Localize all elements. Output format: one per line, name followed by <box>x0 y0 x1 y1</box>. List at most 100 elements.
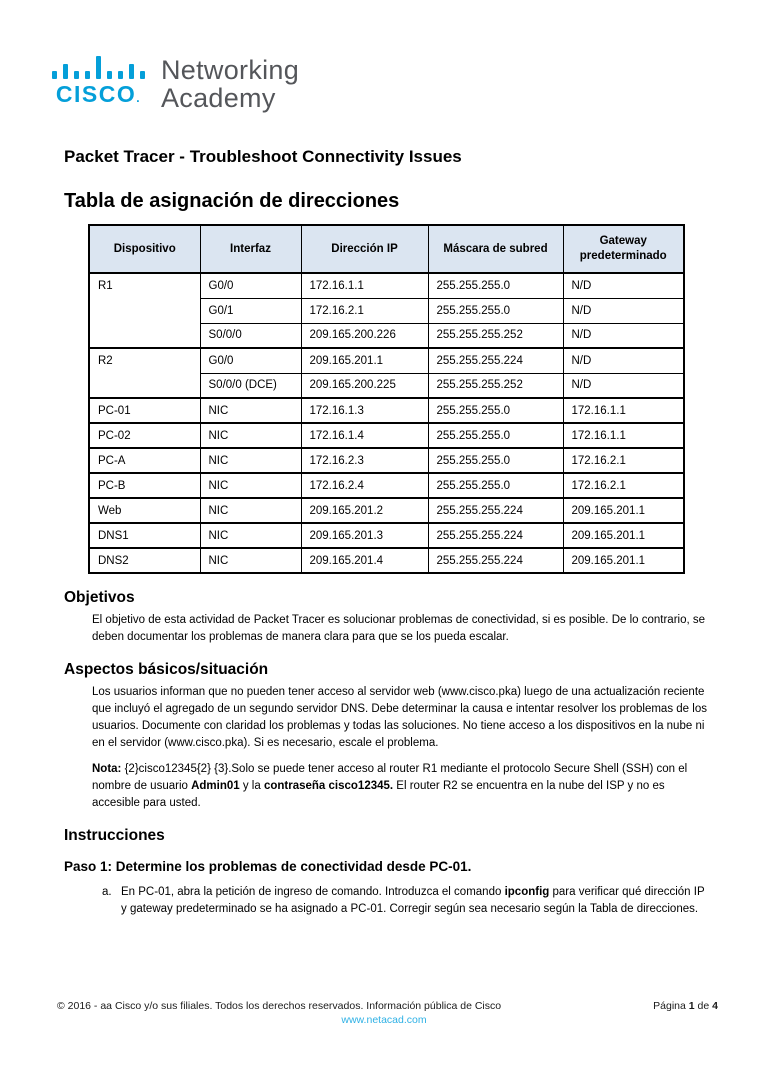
cell-mask: 255.255.255.252 <box>427 322 564 349</box>
table-row: G0/1 172.16.2.1 255.255.255.0 N/D <box>89 297 685 324</box>
table-row: S0/0/0 (DCE) 209.165.200.225 255.255.255… <box>89 372 685 399</box>
cell-ip: 209.165.201.2 <box>300 497 429 524</box>
table-row: R2 G0/0 209.165.201.1 255.255.255.224 N/… <box>88 347 685 399</box>
objetivos-heading: Objetivos <box>64 589 135 606</box>
cell-gateway: N/D <box>562 347 685 374</box>
aspectos-heading: Aspectos básicos/situación <box>64 661 269 678</box>
table-row: S0/0/0 209.165.200.226 255.255.255.252 N… <box>89 322 685 349</box>
cell-ip: 209.165.201.4 <box>300 547 429 574</box>
cell-gateway: 172.16.2.1 <box>562 447 685 474</box>
cell-gateway: N/D <box>562 297 685 324</box>
trademark-dot: . <box>136 91 142 105</box>
cell-ip: 172.16.2.1 <box>300 297 429 324</box>
cell-gateway: 209.165.201.1 <box>562 547 685 574</box>
cell-mask: 255.255.255.252 <box>427 372 564 399</box>
document-page: CISCO. Networking Academy Packet Tracer … <box>0 56 768 1080</box>
cisco-bars-icon <box>50 56 147 79</box>
cell-ip: 209.165.200.225 <box>300 372 429 399</box>
table-header-row: Dispositivo Interfaz Dirección IP Máscar… <box>88 224 685 274</box>
page-indicator: Página 1 de 4 <box>653 1000 718 1012</box>
instrucciones-heading: Instrucciones <box>64 827 165 844</box>
cell-device: PC-02 <box>88 422 201 449</box>
cell-device: PC-01 <box>88 397 201 424</box>
cell-device: R2 <box>88 347 201 399</box>
cell-ip: 209.165.200.226 <box>300 322 429 349</box>
cell-device: PC-A <box>88 447 201 474</box>
cisco-logo-mark: CISCO. <box>50 56 147 110</box>
cell-ip: 172.16.2.4 <box>300 472 429 499</box>
nota-password: contraseña cisco12345. <box>263 780 394 792</box>
cell-interface: G0/0 <box>199 272 302 299</box>
cell-interface: NIC <box>199 522 302 549</box>
table-row: R1 G0/0 172.16.1.1 255.255.255.0 N/D <box>88 272 685 349</box>
col-header-gateway: Gateway predeterminado <box>562 224 685 274</box>
paso1-heading: Paso 1: Determine los problemas de conec… <box>64 859 472 874</box>
cell-ip: 172.16.1.1 <box>300 272 429 299</box>
cell-mask: 255.255.255.224 <box>427 522 564 549</box>
cell-device: DNS2 <box>88 547 201 574</box>
cell-device: PC-B <box>88 472 201 499</box>
step-text: En PC-01, abra la petición de ingreso de… <box>121 886 705 915</box>
cell-interface: NIC <box>199 497 302 524</box>
cell-gateway: N/D <box>562 322 685 349</box>
cell-interface: S0/0/0 (DCE) <box>199 372 302 399</box>
cell-mask: 255.255.255.0 <box>427 447 564 474</box>
col-header-interface: Interfaz <box>199 224 302 274</box>
cell-gateway: N/D <box>562 272 685 299</box>
page-total: 4 <box>712 1000 718 1012</box>
netacad-link[interactable]: www.netacad.com <box>341 1014 427 1026</box>
table-row: PC-B NIC 172.16.2.4 255.255.255.0 172.16… <box>88 472 685 499</box>
page-footer: © 2016 - aa Cisco y/o sus filiales. Todo… <box>0 1000 768 1026</box>
table-row: PC-A NIC 172.16.2.3 255.255.255.0 172.16… <box>88 447 685 474</box>
table-row: DNS2 NIC 209.165.201.4 255.255.255.224 2… <box>88 547 685 574</box>
step-item-a: a. En PC-01, abra la petición de ingreso… <box>102 884 712 918</box>
col-header-device: Dispositivo <box>88 224 201 274</box>
step-letter: a. <box>102 886 112 898</box>
cell-mask: 255.255.255.0 <box>427 272 564 299</box>
cell-device: DNS1 <box>88 522 201 549</box>
document-title: Packet Tracer - Troubleshoot Connectivit… <box>64 147 462 166</box>
cell-device: Web <box>88 497 201 524</box>
cisco-wordmark: CISCO. <box>55 81 142 107</box>
cell-gateway: 172.16.1.1 <box>562 422 685 449</box>
cell-mask: 255.255.255.224 <box>427 497 564 524</box>
table-row: Web NIC 209.165.201.2 255.255.255.224 20… <box>88 497 685 524</box>
cell-ip: 209.165.201.3 <box>300 522 429 549</box>
cell-interface: G0/1 <box>199 297 302 324</box>
nota-username: Admin01 <box>191 780 240 792</box>
table-row: DNS1 NIC 209.165.201.3 255.255.255.224 2… <box>88 522 685 549</box>
cell-mask: 255.255.255.224 <box>427 547 564 574</box>
cell-interface: NIC <box>199 472 302 499</box>
aspectos-paragraph: Los usuarios informan que no pueden tene… <box>92 686 707 749</box>
cell-ip: 209.165.201.1 <box>300 347 429 374</box>
copyright-text: © 2016 - aa Cisco y/o sus filiales. Todo… <box>57 1000 502 1012</box>
addressing-table-heading: Tabla de asignación de direcciones <box>64 190 400 212</box>
cell-interface: G0/0 <box>199 347 302 374</box>
page-number: 1 <box>688 1000 695 1012</box>
table-row: PC-01 NIC 172.16.1.3 255.255.255.0 172.1… <box>88 397 685 424</box>
cell-interface: S0/0/0 <box>199 322 302 349</box>
objetivos-paragraph: El objetivo de esta actividad de Packet … <box>92 614 706 643</box>
cisco-networking-academy-logo: CISCO. Networking Academy <box>50 56 768 112</box>
table-row: PC-02 NIC 172.16.1.4 255.255.255.0 172.1… <box>88 422 685 449</box>
cell-mask: 255.255.255.0 <box>427 397 564 424</box>
cell-ip: 172.16.2.3 <box>300 447 429 474</box>
cell-interface: NIC <box>199 447 302 474</box>
cell-interface: NIC <box>199 422 302 449</box>
command-ipconfig: ipconfig <box>504 886 550 898</box>
cell-gateway: N/D <box>562 372 685 399</box>
cell-gateway: 209.165.201.1 <box>562 497 685 524</box>
cell-gateway: 172.16.2.1 <box>562 472 685 499</box>
cell-mask: 255.255.255.0 <box>427 297 564 324</box>
cell-ip: 172.16.1.3 <box>300 397 429 424</box>
cell-gateway: 172.16.1.1 <box>562 397 685 424</box>
col-header-mask: Máscara de subred <box>427 224 564 274</box>
nota-label: Nota: <box>92 763 122 775</box>
cell-interface: NIC <box>199 547 302 574</box>
cell-interface: NIC <box>199 397 302 424</box>
cell-device: R1 <box>88 272 201 349</box>
cell-mask: 255.255.255.0 <box>427 422 564 449</box>
cell-mask: 255.255.255.0 <box>427 472 564 499</box>
cell-ip: 172.16.1.4 <box>300 422 429 449</box>
cell-gateway: 209.165.201.1 <box>562 522 685 549</box>
